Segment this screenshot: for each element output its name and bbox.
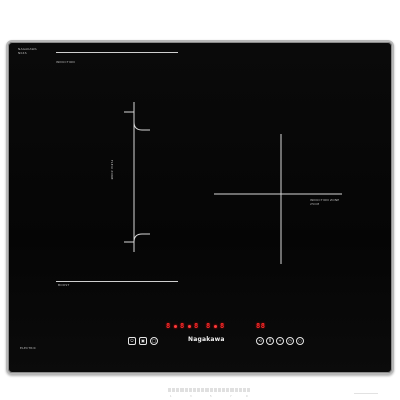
display-dot-1 <box>174 325 177 328</box>
slider-label: 3 <box>190 395 192 398</box>
slider-segment[interactable] <box>168 388 172 392</box>
slider-segment[interactable] <box>217 388 222 392</box>
slider-label: 5 <box>210 395 212 398</box>
slider-segment[interactable] <box>205 388 209 392</box>
slider-segment[interactable] <box>197 388 201 392</box>
slider-segment[interactable] <box>246 388 251 392</box>
slider-segment[interactable] <box>222 388 226 392</box>
slider-segment[interactable] <box>180 388 184 392</box>
power-slider[interactable] <box>168 388 251 392</box>
power-icon[interactable]: ⏻ <box>128 337 136 345</box>
slider-label: 1 <box>170 395 172 398</box>
slider-segment[interactable] <box>230 388 234 392</box>
display-zone-2: 8 <box>180 322 185 330</box>
left-bottom-label: BOOST <box>58 283 70 287</box>
slider-segment[interactable] <box>242 388 246 392</box>
left-zone-label: FLEXI ZONE <box>110 160 114 180</box>
lock-icon[interactable]: ▣ <box>139 337 147 345</box>
display-zone-5: 8 <box>220 322 225 330</box>
left-flexi-zone-marking <box>124 102 150 252</box>
circle-icon[interactable]: ○ <box>296 337 304 345</box>
display-dot-3 <box>214 325 217 328</box>
slider-label: 7 <box>230 395 232 398</box>
slider-segment[interactable] <box>188 388 192 392</box>
slider-segment[interactable] <box>172 388 176 392</box>
slider-labels: 1 3 5 7 9 <box>168 395 250 398</box>
right-zone-marking <box>214 134 342 264</box>
right-zone-sub-label: 25CM <box>310 202 320 206</box>
slider-segment[interactable] <box>184 388 188 392</box>
top-left-label: INDUCTION <box>56 60 75 64</box>
slider-segment[interactable] <box>192 388 197 392</box>
slider-segment[interactable] <box>201 388 205 392</box>
timer-icon[interactable]: ◯ <box>150 337 158 345</box>
boost-icon[interactable]: ⟲ <box>256 337 264 345</box>
slider-segment[interactable] <box>176 388 180 392</box>
right-zone-label: INDUCTION ZONE <box>310 198 340 202</box>
display-timer: 88 <box>256 322 266 330</box>
pause-icon[interactable]: Ⅱ <box>266 337 274 345</box>
induction-cooktop: NAGAKAWA NK4S INDUCTION FLEXI ZONE BOOST… <box>6 40 394 398</box>
plus-icon[interactable]: + <box>276 337 284 345</box>
slider-segment[interactable] <box>209 388 213 392</box>
brand-logo: Nagakawa <box>188 336 225 343</box>
bottom-left-label: ELECTRIC <box>20 346 37 350</box>
slider-segment[interactable] <box>234 388 238 392</box>
display-zone-1: 8 <box>166 322 171 330</box>
inverter-badge: INVERTER <box>354 388 378 394</box>
slider-segment[interactable] <box>213 388 217 392</box>
slider-segment[interactable] <box>226 388 230 392</box>
slider-segment[interactable] <box>238 388 242 392</box>
top-marking-line <box>56 52 178 53</box>
top-left-model-text: NAGAKAWA <box>18 47 37 51</box>
display-zone-3: 8 <box>194 322 199 330</box>
left-bottom-marking-line <box>56 281 178 282</box>
clock-icon[interactable]: ◷ <box>286 337 294 345</box>
display-zone-4: 8 <box>206 322 211 330</box>
display-dot-2 <box>188 325 191 328</box>
slider-label: 9 <box>246 395 248 398</box>
top-left-model-text-2: NK4S <box>18 51 27 55</box>
